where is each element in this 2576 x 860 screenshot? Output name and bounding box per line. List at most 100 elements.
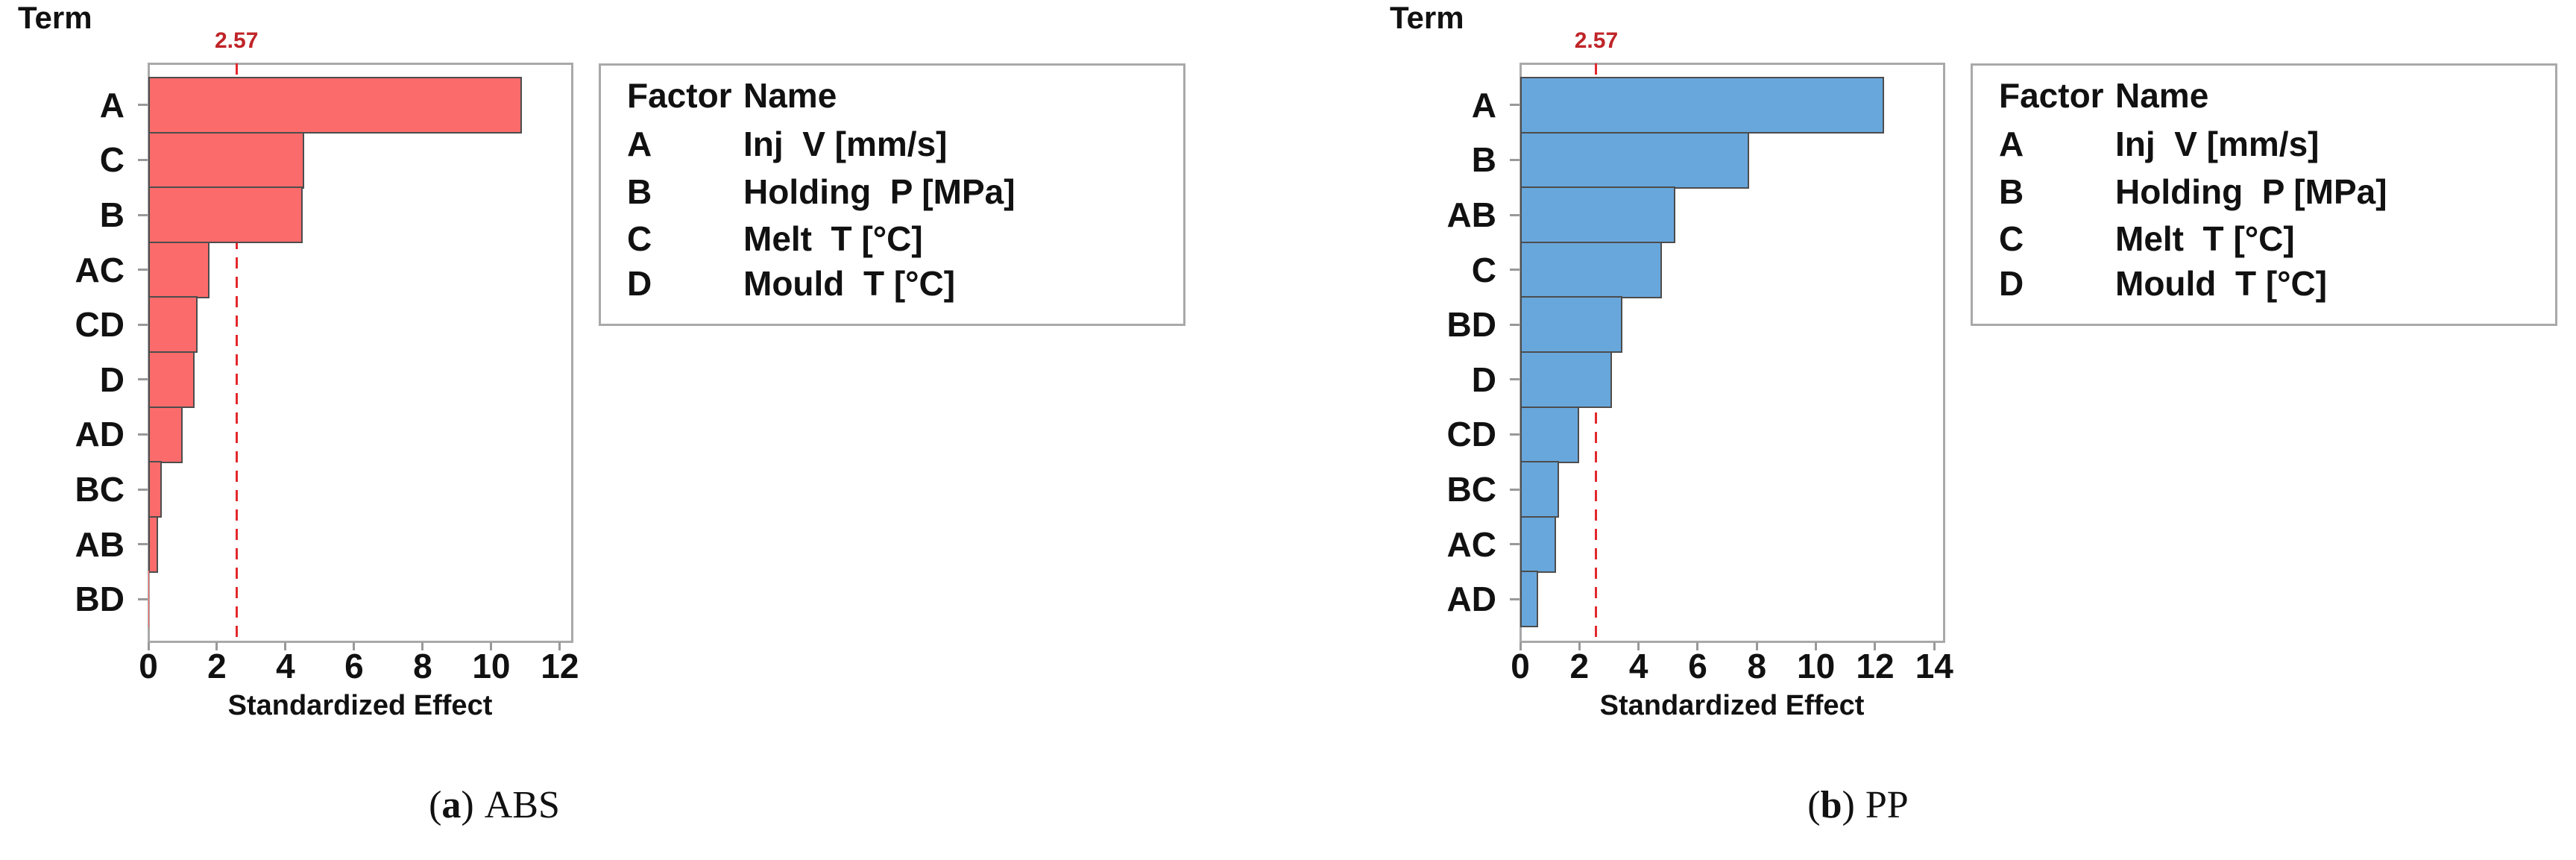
- panel-caption: (a) ABS: [271, 783, 718, 831]
- term-label-AD: AD: [1446, 580, 1496, 619]
- bar-BD: [1520, 296, 1622, 354]
- bar-AB: [1520, 186, 1676, 244]
- x-axis-tick: [1519, 642, 1522, 650]
- x-axis-tick: [490, 642, 493, 650]
- factor-table-factor: C: [1999, 219, 2024, 258]
- bar-A: [148, 77, 523, 134]
- y-axis-tick: [1510, 433, 1520, 436]
- bar-BC: [148, 461, 162, 518]
- factor-table: [1971, 63, 2557, 326]
- factor-table-name: Melt T [°C]: [743, 219, 923, 258]
- x-tick-label-2: 2: [1569, 647, 1590, 685]
- bar-D: [148, 351, 195, 409]
- x-axis-tick: [284, 642, 287, 650]
- y-axis-tick: [1510, 488, 1520, 491]
- y-axis-tick: [138, 104, 148, 107]
- y-axis-tick: [138, 269, 148, 272]
- factor-table: [599, 63, 1185, 326]
- x-axis-tick: [1755, 642, 1758, 650]
- term-axis-label: Term: [18, 0, 92, 35]
- bar-AC: [148, 241, 210, 298]
- reference-line: [235, 63, 238, 641]
- x-tick-label-10: 10: [472, 647, 511, 685]
- caption-material-label: PP: [1865, 784, 1909, 826]
- factor-table-name: Mould T [°C]: [2115, 264, 2328, 303]
- y-axis-tick: [138, 323, 148, 326]
- x-tick-label-12: 12: [1856, 647, 1895, 685]
- x-axis-tick: [1578, 642, 1581, 650]
- bar-AB: [148, 515, 158, 573]
- factor-table-factor: C: [627, 219, 652, 258]
- factor-table-factor: B: [627, 172, 652, 211]
- bar-D: [1520, 351, 1612, 409]
- x-axis-tick: [1696, 642, 1699, 650]
- x-tick-label-0: 0: [1511, 647, 1530, 685]
- factor-table-name: Inj V [mm/s]: [743, 125, 948, 163]
- factor-table-name: Mould T [°C]: [743, 264, 956, 303]
- factor-table-factor: D: [627, 264, 652, 303]
- factor-table-name: Holding P [MPa]: [743, 172, 1015, 211]
- factor-table-header-factor: Factor: [1999, 76, 2104, 115]
- x-axis-tick: [353, 642, 356, 650]
- term-label-BC: BC: [1446, 470, 1496, 509]
- x-tick-label-6: 6: [344, 647, 364, 685]
- x-axis-tick: [215, 642, 218, 650]
- x-axis-title: Standardized Effect: [227, 690, 493, 721]
- y-axis-tick: [1510, 269, 1520, 272]
- y-axis-tick: [1510, 543, 1520, 546]
- caption-paren-close: ): [461, 784, 474, 826]
- term-label-CD: CD: [1446, 415, 1496, 454]
- term-label-A: A: [99, 85, 125, 125]
- term-label-AB: AB: [75, 524, 125, 564]
- y-axis-tick: [1510, 104, 1520, 107]
- term-label-AB: AB: [1446, 195, 1496, 234]
- y-axis-tick: [1510, 378, 1520, 381]
- factor-table-factor: A: [627, 125, 652, 163]
- x-axis-tick: [1637, 642, 1640, 650]
- y-axis-tick: [138, 488, 148, 491]
- reference-value-label: 2.57: [1574, 28, 1619, 53]
- factor-table-name: Inj V [mm/s]: [2115, 125, 2320, 163]
- caption-paren-open: (: [1807, 784, 1821, 826]
- term-label-C: C: [99, 140, 125, 180]
- term-label-BD: BD: [1446, 305, 1496, 345]
- term-label-C: C: [1471, 250, 1496, 289]
- bar-CD: [1520, 406, 1580, 463]
- bar-B: [1520, 131, 1750, 189]
- term-label-AD: AD: [75, 415, 125, 454]
- term-label-AC: AC: [1446, 524, 1496, 564]
- y-axis-tick: [138, 597, 148, 600]
- y-axis-tick: [138, 433, 148, 436]
- x-tick-label-4: 4: [1628, 647, 1648, 685]
- x-axis-tick: [1874, 642, 1877, 650]
- factor-table-name: Melt T [°C]: [2115, 219, 2295, 258]
- reference-value-label: 2.57: [214, 28, 259, 53]
- factor-table-name: Holding P [MPa]: [2115, 172, 2387, 211]
- x-axis-tick: [421, 642, 424, 650]
- bar-AC: [1520, 515, 1556, 573]
- caption-paren-close: ): [1842, 784, 1855, 826]
- factor-table-header-name: Name: [743, 76, 837, 115]
- bar-BD: [148, 571, 150, 628]
- term-label-D: D: [99, 360, 125, 399]
- factor-table-factor: A: [1999, 125, 2024, 163]
- y-axis-tick: [1510, 323, 1520, 326]
- bar-CD: [148, 296, 198, 354]
- x-tick-label-2: 2: [207, 647, 227, 685]
- y-axis-tick: [138, 543, 148, 546]
- factor-table-factor: D: [1999, 264, 2024, 303]
- x-tick-label-6: 6: [1688, 647, 1707, 685]
- x-axis-tick: [1933, 642, 1936, 650]
- bar-C: [148, 131, 305, 189]
- caption-paren-open: (: [429, 784, 442, 826]
- term-label-B: B: [99, 195, 125, 234]
- term-label-BC: BC: [75, 470, 125, 509]
- term-axis-label: Term: [1390, 0, 1464, 35]
- bar-B: [148, 186, 303, 244]
- x-tick-label-0: 0: [139, 647, 158, 685]
- x-tick-label-4: 4: [276, 647, 295, 685]
- term-label-D: D: [1471, 360, 1496, 399]
- term-label-AC: AC: [75, 250, 125, 289]
- caption-material-label: ABS: [484, 784, 560, 826]
